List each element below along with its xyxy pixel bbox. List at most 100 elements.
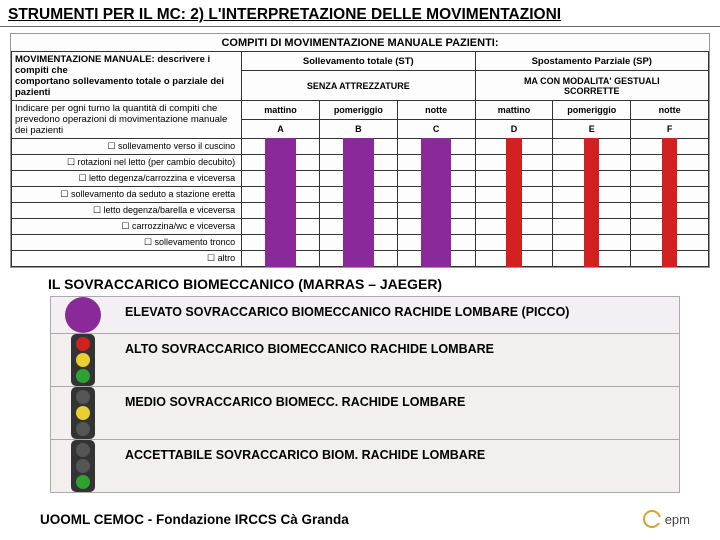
task-cell	[397, 235, 475, 251]
task-cell	[475, 155, 553, 171]
col-F: F	[631, 120, 709, 139]
task-cell	[475, 171, 553, 187]
task-cell	[475, 203, 553, 219]
task-cell	[553, 251, 631, 267]
task-row-label: ☐ letto degenza/barella e viceversa	[12, 203, 242, 219]
panel-title: COMPITI DI MOVIMENTAZIONE MANUALE PAZIEN…	[11, 34, 709, 51]
traffic-light-icon-green	[51, 440, 115, 492]
task-cell	[242, 155, 320, 171]
task-cell	[242, 251, 320, 267]
slide-title: STRUMENTI PER IL MC: 2) L'INTERPRETAZION…	[0, 0, 720, 27]
task-cell	[631, 251, 709, 267]
legend-text-1: ALTO SOVRACCARICO BIOMECCANICO RACHIDE L…	[115, 334, 679, 386]
task-cell	[553, 235, 631, 251]
task-cell	[397, 155, 475, 171]
task-cell	[319, 187, 397, 203]
task-cell	[553, 203, 631, 219]
task-cell	[319, 219, 397, 235]
task-cell	[319, 251, 397, 267]
traffic-light-icon-red	[51, 334, 115, 386]
task-cell	[319, 139, 397, 155]
task-cell	[631, 187, 709, 203]
task-cell	[242, 235, 320, 251]
group-st: Sollevamento totale (ST)	[245, 56, 471, 67]
group-sp-header: Spostamento Parziale (SP)	[475, 52, 708, 71]
task-row-label: ☐ rotazioni nel letto (per cambio decubi…	[12, 155, 242, 171]
task-cell	[397, 251, 475, 267]
task-cell	[631, 219, 709, 235]
shift-1: pomeriggio	[319, 101, 397, 120]
footer-text: UOOML CEMOC - Fondazione IRCCS Cà Granda	[40, 512, 349, 527]
task-cell	[475, 235, 553, 251]
task-cell	[475, 251, 553, 267]
shift-5: notte	[631, 101, 709, 120]
legend-text-0: ELEVATO SOVRACCARICO BIOMECCANICO RACHID…	[115, 297, 679, 333]
task-cell	[397, 139, 475, 155]
task-row-label: ☐ altro	[12, 251, 242, 267]
epm-logo: epm	[643, 510, 690, 528]
task-cell	[553, 139, 631, 155]
task-cell	[319, 203, 397, 219]
legend-row-1: ALTO SOVRACCARICO BIOMECCANICO RACHIDE L…	[50, 333, 680, 387]
task-cell	[475, 139, 553, 155]
legend-text-2: MEDIO SOVRACCARICO BIOMECC. RACHIDE LOMB…	[115, 387, 679, 439]
footer: UOOML CEMOC - Fondazione IRCCS Cà Granda…	[0, 510, 720, 528]
task-cell	[553, 155, 631, 171]
task-cell	[631, 171, 709, 187]
shift-3: mattino	[475, 101, 553, 120]
legend-row-2: MEDIO SOVRACCARICO BIOMECC. RACHIDE LOMB…	[50, 386, 680, 440]
legend-row-3: ACCETTABILE SOVRACCARICO BIOM. RACHIDE L…	[50, 439, 680, 493]
legend: ELEVATO SOVRACCARICO BIOMECCANICO RACHID…	[50, 296, 680, 493]
group-sp: Spostamento Parziale (SP)	[479, 56, 705, 67]
task-cell	[397, 203, 475, 219]
group-sp-sub: MA CON MODALITA' GESTUALI SCORRETTE	[475, 71, 708, 101]
task-cell	[553, 187, 631, 203]
task-cell	[631, 139, 709, 155]
left-header-1a: MOVIMENTAZIONE MANUALE: descrivere i com…	[15, 54, 238, 76]
group-sp-sub1: MA CON MODALITA' GESTUALI	[479, 76, 705, 86]
task-cell	[242, 171, 320, 187]
task-row-label: ☐ sollevamento da seduto a stazione eret…	[12, 187, 242, 203]
col-C: C	[397, 120, 475, 139]
shift-2: notte	[397, 101, 475, 120]
col-A: A	[242, 120, 320, 139]
col-B: B	[319, 120, 397, 139]
task-cell	[553, 171, 631, 187]
task-cell	[242, 219, 320, 235]
task-cell	[631, 235, 709, 251]
left-header-3: Indicare per ogni turno la quantità di c…	[12, 101, 242, 139]
tasks-panel: COMPITI DI MOVIMENTAZIONE MANUALE PAZIEN…	[10, 33, 710, 268]
task-cell	[397, 187, 475, 203]
shift-4: pomeriggio	[553, 101, 631, 120]
group-sp-sub2: SCORRETTE	[479, 86, 705, 96]
task-cell	[319, 171, 397, 187]
shift-0: mattino	[242, 101, 320, 120]
legend-icon-purple-circle	[51, 297, 115, 333]
task-cell	[397, 219, 475, 235]
task-cell	[242, 139, 320, 155]
task-row-label: ☐ carrozzina/wc e viceversa	[12, 219, 242, 235]
task-row-label: ☐ sollevamento tronco	[12, 235, 242, 251]
task-cell	[475, 187, 553, 203]
logo-text: epm	[665, 512, 690, 527]
task-cell	[319, 155, 397, 171]
task-cell	[242, 203, 320, 219]
logo-icon	[643, 510, 661, 528]
traffic-light-icon-yellow	[51, 387, 115, 439]
col-D: D	[475, 120, 553, 139]
left-header-1b: comportano sollevamento totale o parzial…	[15, 76, 238, 98]
task-row-label: ☐ sollevamento verso il cuscino	[12, 139, 242, 155]
task-cell	[631, 203, 709, 219]
left-header-1: MOVIMENTAZIONE MANUALE: descrivere i com…	[12, 52, 242, 101]
task-cell	[553, 219, 631, 235]
tasks-table: MOVIMENTAZIONE MANUALE: descrivere i com…	[11, 51, 709, 267]
task-cell	[319, 235, 397, 251]
legend-text-3: ACCETTABILE SOVRACCARICO BIOM. RACHIDE L…	[115, 440, 679, 492]
task-cell	[475, 219, 553, 235]
task-row-label: ☐ letto degenza/carrozzina e viceversa	[12, 171, 242, 187]
legend-row-0: ELEVATO SOVRACCARICO BIOMECCANICO RACHID…	[50, 296, 680, 334]
group-st-header: Sollevamento totale (ST)	[242, 52, 475, 71]
task-cell	[397, 171, 475, 187]
group-st-sub: SENZA ATTREZZATURE	[242, 71, 475, 101]
col-E: E	[553, 120, 631, 139]
